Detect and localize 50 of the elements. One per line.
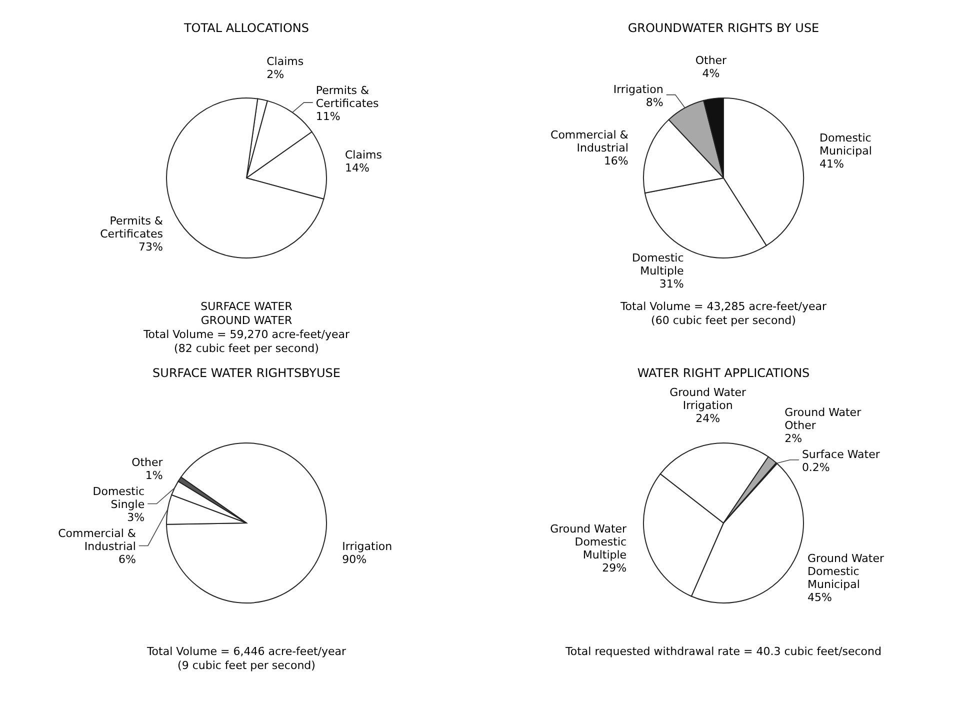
slice-label: Ground Water Other xyxy=(784,406,862,432)
data-label: 3% xyxy=(127,511,145,524)
slice-label: Domestic Multiple xyxy=(632,251,684,278)
text: Total Volume = 43,285 acre-feet/year xyxy=(619,300,828,313)
slice-label: Irrigation xyxy=(342,540,392,554)
text: (60 cubic feet per second) xyxy=(651,314,796,327)
text: Total requested withdrawal rate = 40.3 cubic feet/second xyxy=(564,645,882,658)
slice-label: Domestic Municipal xyxy=(820,132,872,158)
data-label: 11% xyxy=(316,110,340,124)
chart-title: SURFACE WATER RIGHTSBYUSE xyxy=(152,366,340,380)
slice-label: Commercial & Industrial xyxy=(550,128,629,155)
data-label: 8% xyxy=(646,96,664,109)
text: SURFACE WATER xyxy=(200,300,293,313)
chart-title: TOTAL ALLOCATIONS xyxy=(182,21,310,35)
slice-label: Claims xyxy=(344,148,382,162)
chart-title: WATER RIGHT APPLICATIONS xyxy=(637,366,810,380)
data-label: 1% xyxy=(145,469,163,482)
slice-label: Ground Water Domestic Municipal xyxy=(808,552,884,592)
data-label: 41% xyxy=(820,158,844,171)
data-label: 14% xyxy=(344,162,370,175)
chart-title: GROUNDWATER RIGHTS BY USE xyxy=(628,21,820,35)
data-label: 0.2% xyxy=(802,460,830,474)
slice-label: Other xyxy=(695,54,728,67)
data-label: 29% xyxy=(602,562,627,575)
pie-slice xyxy=(166,442,327,604)
slice-label: Irrigation xyxy=(613,82,664,96)
data-label: 6% xyxy=(118,553,136,566)
data-label: 2% xyxy=(784,432,802,445)
data-label: 24% xyxy=(696,412,720,426)
slice-label: Permits & Certificates xyxy=(316,84,379,110)
data-label: 16% xyxy=(604,154,628,168)
slice-label: Commercial & Industrial xyxy=(58,527,136,554)
text: Total Volume = 6,446 acre-feet/year xyxy=(146,645,347,658)
text: Total Volume = 59,270 acre-feet/year xyxy=(142,328,350,341)
data-label: 31% xyxy=(659,277,684,290)
slice-label: Permits & Certificates xyxy=(100,214,164,241)
data-label: 2% xyxy=(266,68,284,82)
text: (82 cubic feet per second) xyxy=(174,342,319,355)
data-label: 4% xyxy=(702,66,720,80)
slice-label: Ground Water Domestic Multiple xyxy=(550,522,628,562)
slice-label: Surface Water xyxy=(802,448,880,461)
data-label: 90% xyxy=(342,553,367,566)
data-label: 73% xyxy=(138,240,164,254)
slice-label: Claims xyxy=(266,55,304,68)
text: GROUND WATER xyxy=(200,314,293,327)
text: (9 cubic feet per second) xyxy=(178,659,316,672)
data-label: 45% xyxy=(808,591,832,604)
slice-label: Other xyxy=(132,456,164,470)
slice-label: Domestic Single xyxy=(92,485,145,512)
slice-label: Ground Water Irrigation xyxy=(670,386,747,412)
